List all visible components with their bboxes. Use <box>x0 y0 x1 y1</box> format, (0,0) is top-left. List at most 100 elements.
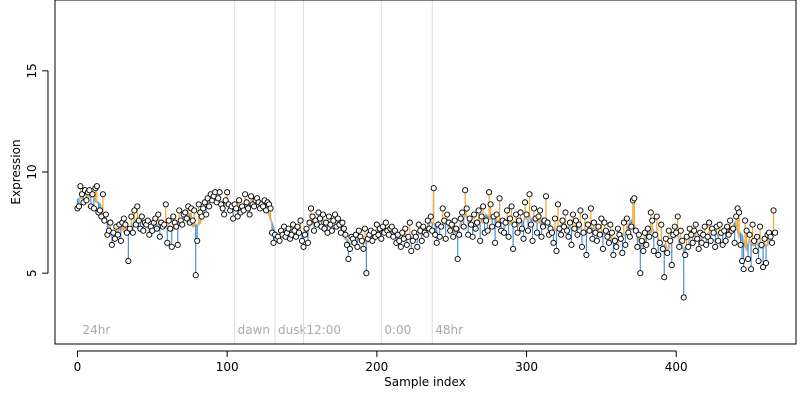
data-point <box>527 221 535 228</box>
data-point <box>433 239 440 246</box>
data-point <box>768 239 776 246</box>
data-point <box>267 205 274 212</box>
data-point <box>483 217 490 224</box>
data-point <box>297 217 304 224</box>
data-point <box>146 231 153 238</box>
condition-lines: 24hr dawn dusk 12:00 0:00 48hr <box>82 0 463 344</box>
condition-label: 48hr <box>435 323 463 337</box>
data-point <box>164 239 171 246</box>
data-point <box>701 223 708 230</box>
x-tick-label: 300 <box>515 360 538 374</box>
data-point <box>402 225 409 232</box>
data-point <box>456 231 463 238</box>
data-point <box>647 209 654 216</box>
data-point <box>300 243 307 250</box>
data-point <box>427 213 434 220</box>
data-point <box>167 225 174 232</box>
data-point <box>96 207 103 214</box>
condition-label: dusk <box>278 323 306 337</box>
data-point <box>668 262 675 269</box>
data-point <box>90 205 97 212</box>
data-point <box>354 243 361 250</box>
data-point <box>548 229 556 236</box>
data-point <box>135 217 142 224</box>
data-point <box>328 227 335 234</box>
data-point <box>466 215 473 222</box>
data-point <box>108 241 115 248</box>
data-point <box>661 274 668 281</box>
data-point <box>134 203 141 210</box>
data-point <box>454 255 461 263</box>
data-point <box>574 231 581 238</box>
data-point <box>346 245 353 252</box>
data-point <box>165 217 172 224</box>
data-point <box>183 215 190 222</box>
data-point <box>203 211 210 218</box>
data-point <box>628 223 635 230</box>
data-point <box>736 209 743 216</box>
data-point <box>182 209 189 216</box>
data-point <box>448 221 455 228</box>
data-point <box>339 219 346 226</box>
data-point <box>667 237 674 244</box>
data-point <box>219 205 226 212</box>
data-point <box>234 213 241 220</box>
data-point <box>128 213 135 220</box>
data-point <box>369 237 376 244</box>
data-point <box>502 219 509 226</box>
data-point <box>712 243 719 250</box>
data-point <box>168 243 175 250</box>
data-point <box>192 272 199 279</box>
data-point <box>378 235 385 242</box>
data-point <box>153 225 160 232</box>
data-point <box>644 225 651 232</box>
data-point <box>429 227 436 234</box>
data-point <box>325 213 332 220</box>
data-point <box>724 223 731 230</box>
data-point <box>463 205 470 212</box>
data-point <box>583 251 590 259</box>
data-point <box>126 225 133 232</box>
data-point <box>460 223 467 230</box>
data-point <box>577 207 584 214</box>
data-point <box>751 237 758 244</box>
data-point <box>316 215 324 222</box>
data-points <box>74 183 779 301</box>
data-point <box>475 207 482 214</box>
data-point <box>562 209 569 216</box>
data-point <box>760 264 767 271</box>
data-point <box>144 217 151 224</box>
data-point <box>243 199 250 206</box>
data-point <box>560 223 568 230</box>
data-point <box>162 201 169 208</box>
data-point <box>216 189 223 196</box>
data-point <box>246 211 253 218</box>
data-point <box>637 270 644 277</box>
data-point <box>740 266 747 273</box>
data-point <box>517 209 524 216</box>
data-point <box>538 233 545 240</box>
data-point <box>601 219 608 226</box>
data-point <box>602 227 609 234</box>
data-point <box>665 227 672 234</box>
data-point <box>439 205 446 212</box>
data-point <box>620 219 627 226</box>
axes: 0 100 200 300 400 5 10 15 <box>25 63 688 374</box>
data-point <box>102 211 109 218</box>
data-point <box>170 213 177 220</box>
data-point <box>351 239 358 246</box>
data-point <box>294 223 301 230</box>
data-point <box>107 219 114 226</box>
data-point <box>424 217 431 224</box>
data-point <box>474 219 481 226</box>
data-point <box>757 223 764 230</box>
data-point <box>526 191 533 198</box>
data-point <box>194 237 201 244</box>
data-point <box>138 213 145 220</box>
data-point <box>101 217 108 224</box>
data-point <box>459 209 466 216</box>
data-point <box>641 229 648 236</box>
x-tick-label: 200 <box>365 360 388 374</box>
data-point <box>748 266 755 273</box>
